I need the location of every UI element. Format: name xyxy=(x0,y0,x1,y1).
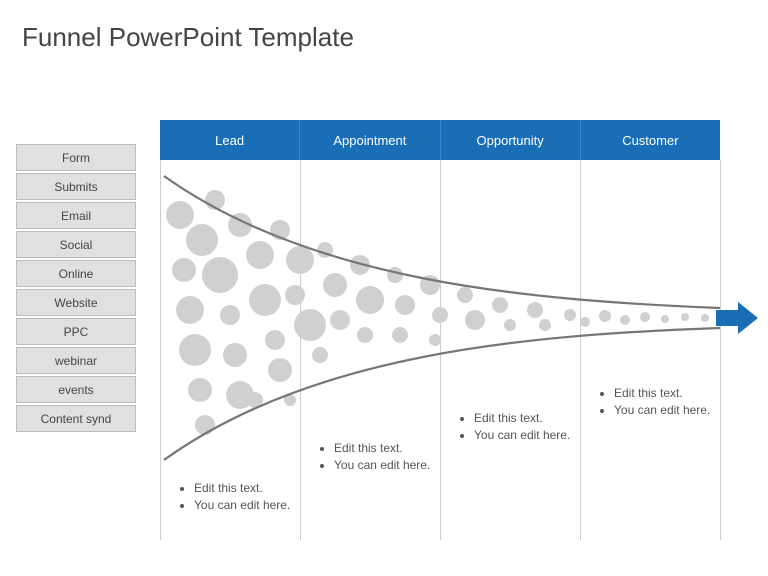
bullets-appointment: Edit this text. You can edit here. xyxy=(320,440,440,474)
bullet-line: Edit this text. xyxy=(614,385,720,402)
funnel-area: Edit this text. You can edit here. Edit … xyxy=(160,160,760,540)
sidebar-item-submits: Submits xyxy=(16,173,136,200)
bullets-customer: Edit this text. You can edit here. xyxy=(600,385,720,419)
sidebar-item-email: Email xyxy=(16,202,136,229)
sidebar: Form Submits Email Social Online Website… xyxy=(16,144,136,434)
bullets-lead: Edit this text. You can edit here. xyxy=(180,480,300,514)
bullet-line: You can edit here. xyxy=(614,402,720,419)
stage-header: Lead Appointment Opportunity Customer xyxy=(160,120,720,160)
stage-appointment: Appointment xyxy=(300,120,440,160)
page-title: Funnel PowerPoint Template xyxy=(22,22,354,53)
sidebar-item-website: Website xyxy=(16,289,136,316)
bullet-line: Edit this text. xyxy=(194,480,300,497)
stage-opportunity: Opportunity xyxy=(441,120,581,160)
bullet-line: Edit this text. xyxy=(334,440,440,457)
stage-lead: Lead xyxy=(160,120,300,160)
sidebar-item-events: events xyxy=(16,376,136,403)
sidebar-item-webinar: webinar xyxy=(16,347,136,374)
sidebar-item-social: Social xyxy=(16,231,136,258)
sidebar-item-form: Form xyxy=(16,144,136,171)
stage-customer: Customer xyxy=(581,120,720,160)
bullet-line: You can edit here. xyxy=(194,497,300,514)
arrow-icon xyxy=(716,300,760,336)
sidebar-item-online: Online xyxy=(16,260,136,287)
bullet-line: You can edit here. xyxy=(474,427,580,444)
bullet-line: Edit this text. xyxy=(474,410,580,427)
sidebar-item-contentsynd: Content synd xyxy=(16,405,136,432)
bullet-line: You can edit here. xyxy=(334,457,440,474)
sidebar-item-ppc: PPC xyxy=(16,318,136,345)
bullets-opportunity: Edit this text. You can edit here. xyxy=(460,410,580,444)
